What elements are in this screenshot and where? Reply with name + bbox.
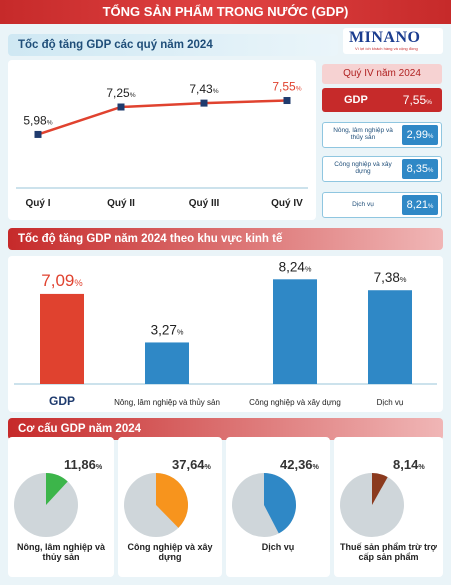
x-tick-label: Dịch vụ (377, 398, 404, 407)
pie-label: Dịch vụ (261, 542, 295, 552)
q4-gdp-label: GDP (344, 94, 368, 106)
structure-section-title: Cơ cấu GDP năm 2024 (8, 418, 443, 440)
sector-section-title: Tốc độ tăng GDP năm 2024 theo khu vực ki… (8, 228, 443, 250)
quarter-chart-panel: 5,98% Quý I 7,25% Quý II 7,43% Quý III 7,55% Qu… (8, 60, 316, 220)
pie-chart (340, 473, 404, 537)
bar (273, 279, 317, 384)
pie-panel: 42,36% Dịch vụ (226, 437, 330, 577)
brand-logo: MINANO Vì lợi ích khách hàng và cộng đồn… (343, 28, 443, 54)
data-label: 7,43% (189, 82, 218, 96)
x-tick-label: Quý II (107, 198, 135, 209)
pie-label: Nông, lâm nghiệp và thủy sản (16, 542, 105, 562)
pie-chart (232, 473, 296, 537)
pie-value: 8,14% (393, 457, 425, 472)
q4-row-value: 8,21% (402, 195, 438, 215)
sector-chart-panel: 7,09% GDP 3,27% Nông, lâm nghiệp và thủy sả… (8, 256, 443, 412)
bar (368, 290, 412, 384)
q4-row-label: Dịch vụ (352, 200, 374, 208)
q4-row-value: 2,99% (402, 125, 438, 145)
x-tick-label: GDP (49, 394, 75, 408)
data-label: 7,38% (374, 270, 407, 285)
quarter-line-chart: 5,98% Quý I 7,25% Quý II 7,43% Quý III 7,55% Qu… (16, 80, 308, 209)
pie-slice (372, 473, 388, 505)
x-tick-label: Nông, lâm nghiệp và thủy sản (114, 398, 220, 407)
pie-panel: 8,14% Thuế sản phẩm trừ trợ cấp sản phẩm (334, 437, 443, 577)
pie-label: Thuế sản phẩm trừ trợ cấp sản phẩm (340, 542, 437, 562)
q4-gdp-value: 7,55% (402, 93, 432, 107)
pie-panel: 11,86% Nông, lâm nghiệp và thủy sản (8, 437, 114, 577)
pie-panel: 37,64% Công nghiệp và xây dựng (118, 437, 222, 577)
pie-slice (46, 473, 68, 505)
pie-chart (124, 473, 188, 537)
x-tick-label: Công nghiệp và xây dựng (249, 398, 341, 407)
q4-panel-title: Quý IV năm 2024 (322, 64, 442, 84)
pie-value: 42,36% (280, 457, 319, 472)
quarter-section-title: Tốc độ tăng GDP các quý năm 2024 (8, 34, 338, 56)
logo-text: MINANO (349, 29, 421, 46)
data-label: 5,98% (23, 113, 52, 127)
pie-slice (264, 473, 296, 534)
pie-slice (156, 473, 188, 528)
data-point (200, 99, 208, 107)
data-point (34, 130, 42, 138)
q4-row-industry: Công nghiệp và xây dựng 8,35% (322, 156, 442, 182)
page-title: TỔNG SẢN PHẨM TRONG NƯỚC (GDP) (0, 0, 451, 24)
q4-row-services: Dịch vụ 8,21% (322, 192, 442, 218)
series-line (37, 99, 288, 136)
data-point (117, 103, 125, 111)
data-point (283, 97, 291, 105)
x-tick-label: Quý I (25, 198, 50, 209)
sector-bar-chart: 7,09% GDP 3,27% Nông, lâm nghiệp và thủy sả… (14, 259, 437, 408)
data-label: 7,55% (272, 80, 301, 94)
logo-tagline: Vì lợi ích khách hàng và cộng đồng (355, 46, 418, 51)
data-label: 3,27% (151, 322, 184, 337)
pie-value: 37,64% (172, 457, 211, 472)
q4-row-value: 8,35% (402, 159, 438, 179)
pie-label: Công nghiệp và xây dựng (127, 542, 213, 562)
data-label: 7,25% (106, 86, 135, 100)
x-tick-label: Quý IV (271, 198, 303, 209)
x-tick-label: Quý III (189, 198, 220, 209)
pie-chart (14, 473, 78, 537)
pie-value: 11,86% (64, 457, 103, 472)
q4-row-label: Nông, lâm nghiệp và thủy sản (333, 127, 393, 141)
q4-gdp-box: GDP 7,55% (322, 88, 442, 112)
data-label: 7,09% (41, 271, 82, 290)
bar (40, 293, 84, 384)
bar (145, 342, 189, 384)
q4-row-label: Công nghiệp và xây dựng (334, 161, 392, 175)
q4-row-agriculture: Nông, lâm nghiệp và thủy sản 2,99% (322, 122, 442, 148)
data-label: 8,24% (279, 259, 312, 274)
